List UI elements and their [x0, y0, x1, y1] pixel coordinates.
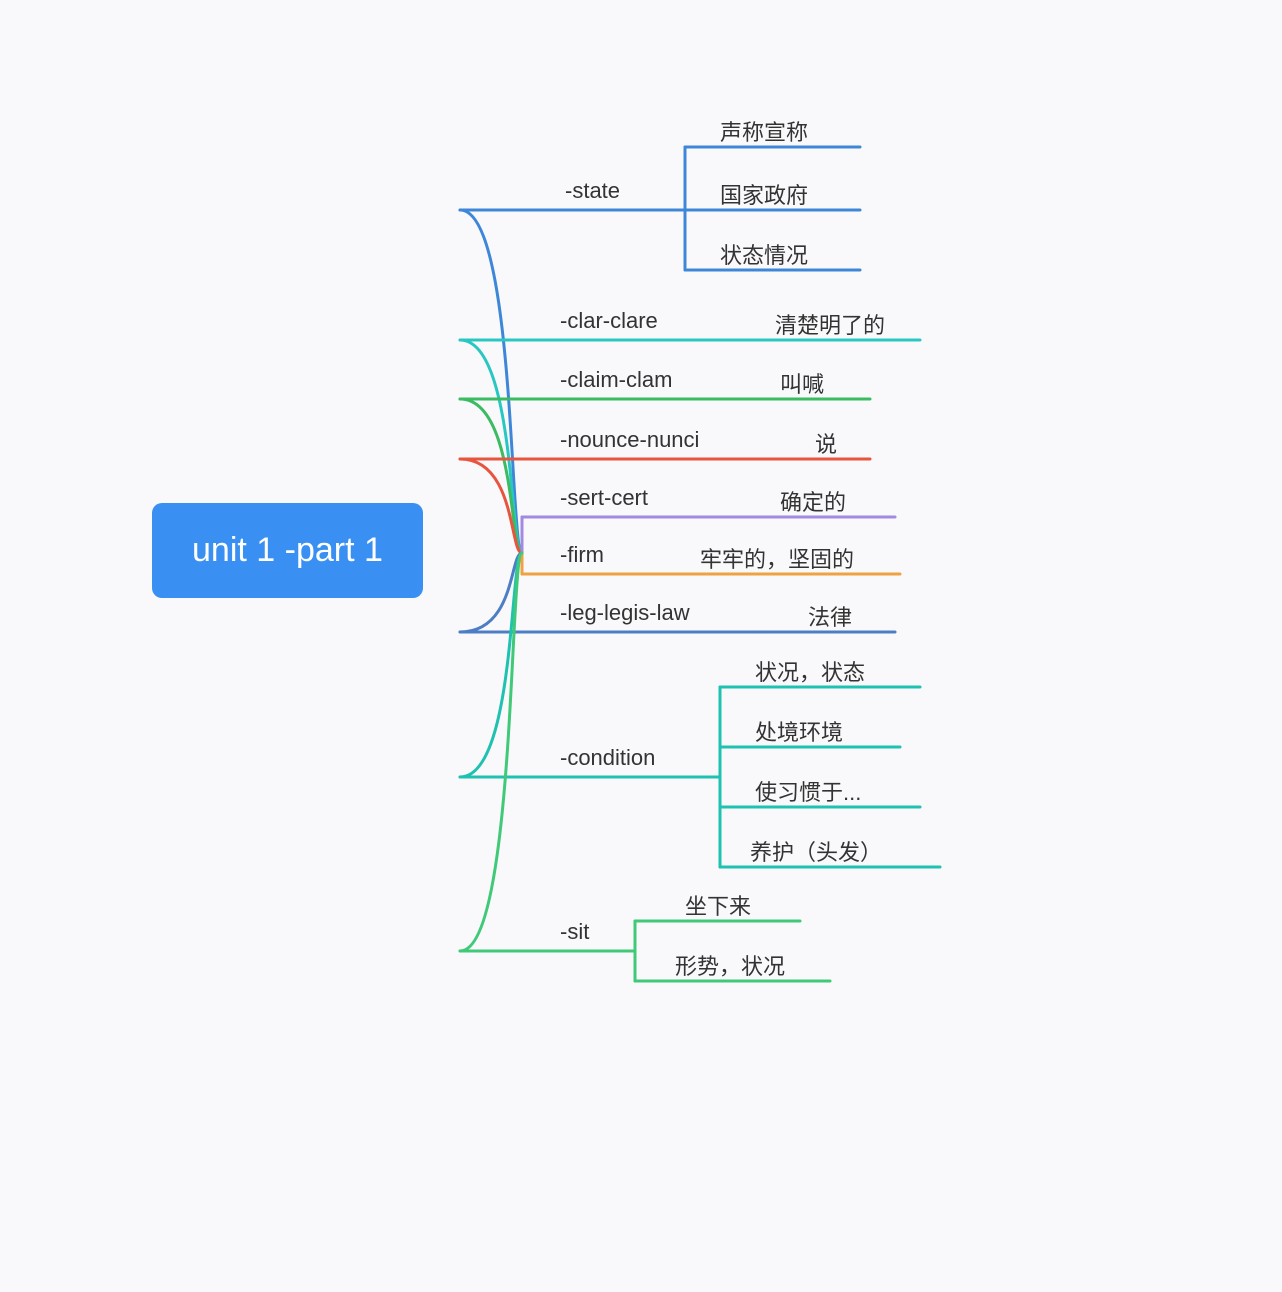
- branch-condition: -condition: [560, 745, 655, 771]
- connector-svg: [0, 0, 1282, 1292]
- child-claim-0: 叫喊: [780, 367, 824, 399]
- child-sit-0: 坐下来: [685, 889, 751, 921]
- branch-clar: -clar-clare: [560, 308, 658, 334]
- root-node[interactable]: unit 1 -part 1: [152, 503, 423, 598]
- child-clar-0: 清楚明了的: [775, 308, 885, 340]
- child-condition-1: 处境环境: [755, 715, 843, 747]
- child-state-0: 声称宣称: [720, 115, 808, 147]
- child-condition-3: 养护（头发）: [750, 835, 882, 867]
- branch-state: -state: [565, 178, 620, 204]
- child-nounce-0: 说: [815, 427, 837, 459]
- child-condition-2: 使习惯于...: [755, 775, 861, 807]
- branch-sit: -sit: [560, 919, 589, 945]
- child-leg-0: 法律: [808, 600, 852, 632]
- child-firm-0: 牢牢的，坚固的: [700, 542, 854, 574]
- branch-sert: -sert-cert: [560, 485, 648, 511]
- branch-claim: -claim-clam: [560, 367, 672, 393]
- branch-nounce: -nounce-nunci: [560, 427, 699, 453]
- child-sit-1: 形势，状况: [675, 949, 785, 981]
- branch-leg: -leg-legis-law: [560, 600, 690, 626]
- child-state-2: 状态情况: [720, 238, 808, 270]
- mindmap-container: unit 1 -part 1 -state 声称宣称国家政府状态情况 -clar-c…: [0, 0, 1282, 1292]
- child-state-1: 国家政府: [720, 178, 808, 210]
- child-sert-0: 确定的: [780, 485, 846, 517]
- branch-firm: -firm: [560, 542, 604, 568]
- child-condition-0: 状况，状态: [755, 655, 865, 687]
